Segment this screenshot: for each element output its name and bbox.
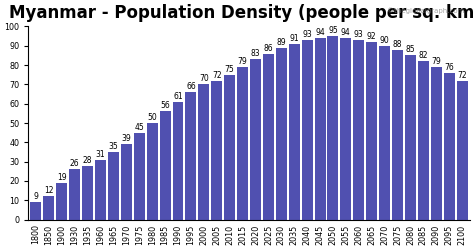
Text: 86: 86	[264, 44, 273, 53]
Bar	[95, 160, 106, 220]
Text: 90: 90	[380, 36, 390, 45]
Text: 56: 56	[160, 102, 170, 111]
Bar	[173, 102, 183, 220]
Bar	[276, 48, 287, 220]
Text: 89: 89	[276, 38, 286, 47]
Bar	[121, 144, 132, 220]
Text: 39: 39	[121, 134, 131, 143]
Bar	[43, 196, 55, 220]
Text: 61: 61	[173, 92, 183, 101]
Text: 35: 35	[109, 142, 118, 151]
Bar	[160, 112, 171, 220]
Bar	[353, 40, 364, 220]
Bar	[405, 56, 416, 220]
Bar	[263, 54, 274, 220]
Bar	[30, 202, 41, 220]
Bar	[211, 81, 222, 220]
Bar	[301, 40, 313, 220]
Text: 66: 66	[186, 82, 196, 91]
Text: 85: 85	[406, 46, 415, 55]
Text: 94: 94	[341, 28, 351, 37]
Text: 72: 72	[457, 71, 467, 80]
Bar	[224, 75, 235, 220]
Bar	[237, 67, 248, 220]
Text: 50: 50	[147, 113, 157, 122]
Bar	[379, 46, 390, 220]
Bar	[82, 166, 93, 220]
Text: 70: 70	[199, 74, 209, 83]
Text: 91: 91	[290, 34, 299, 43]
Bar	[366, 42, 377, 220]
Text: 76: 76	[444, 63, 454, 72]
Bar	[315, 38, 326, 220]
Bar	[340, 38, 351, 220]
Text: 9: 9	[34, 192, 38, 201]
Text: 31: 31	[96, 150, 105, 159]
Text: 26: 26	[70, 159, 80, 168]
Text: 92: 92	[367, 32, 376, 41]
Text: 95: 95	[328, 26, 338, 35]
Title: Myanmar - Population Density (people per sq. km.): Myanmar - Population Density (people per…	[9, 4, 474, 22]
Text: 79: 79	[237, 57, 247, 66]
Text: ©theglobalgraph.com: ©theglobalgraph.com	[387, 7, 465, 14]
Bar	[108, 152, 119, 220]
Text: 83: 83	[251, 49, 260, 58]
Bar	[328, 36, 338, 220]
Bar	[69, 169, 80, 220]
Bar	[444, 73, 455, 220]
Bar	[185, 92, 196, 220]
Bar	[198, 84, 210, 220]
Bar	[289, 44, 300, 220]
Bar	[56, 183, 67, 220]
Text: 93: 93	[354, 30, 364, 39]
Text: 28: 28	[83, 156, 92, 165]
Bar	[392, 50, 403, 220]
Text: 19: 19	[57, 173, 66, 182]
Text: 72: 72	[212, 71, 221, 80]
Bar	[250, 59, 261, 220]
Text: 12: 12	[44, 187, 54, 195]
Bar	[456, 81, 467, 220]
Text: 75: 75	[225, 65, 235, 74]
Text: 82: 82	[419, 51, 428, 60]
Text: 45: 45	[134, 123, 144, 132]
Bar	[134, 133, 145, 220]
Bar	[146, 123, 158, 220]
Bar	[431, 67, 442, 220]
Text: 88: 88	[393, 40, 402, 49]
Bar	[418, 61, 429, 220]
Text: 93: 93	[302, 30, 312, 39]
Text: 94: 94	[315, 28, 325, 37]
Text: 79: 79	[431, 57, 441, 66]
